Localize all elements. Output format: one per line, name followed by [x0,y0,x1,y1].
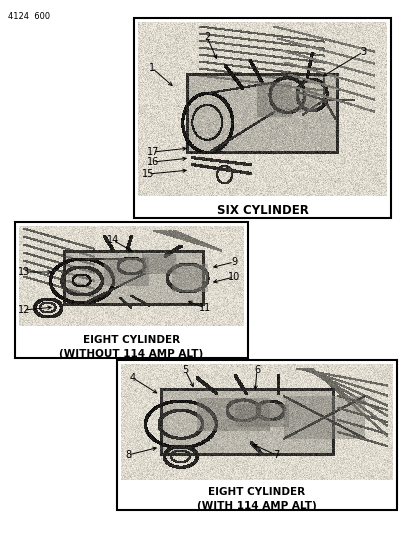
Text: 10: 10 [228,272,240,282]
Text: 13: 13 [18,267,30,277]
Text: 2: 2 [204,32,210,42]
Bar [15,222,248,358]
Bar [134,18,391,218]
Text: 3: 3 [360,47,366,57]
Text: 4124  600: 4124 600 [8,12,50,21]
Text: SIX CYLINDER: SIX CYLINDER [217,204,308,216]
Text: 7: 7 [273,450,279,460]
Text: 14: 14 [107,235,119,245]
Bar [117,360,397,510]
Text: 5: 5 [182,365,188,375]
Text: EIGHT CYLINDER
(WITHOUT 114 AMP ALT): EIGHT CYLINDER (WITHOUT 114 AMP ALT) [60,335,204,359]
Text: 6: 6 [254,365,260,375]
Text: 8: 8 [125,450,131,460]
Text: 12: 12 [18,305,30,315]
Text: 1: 1 [149,63,155,73]
Text: EIGHT CYLINDER
(WITH 114 AMP ALT): EIGHT CYLINDER (WITH 114 AMP ALT) [197,487,317,511]
Text: 16: 16 [147,157,159,167]
Text: 4: 4 [130,373,136,383]
Text: 17: 17 [147,147,159,157]
Text: 15: 15 [142,169,154,179]
Text: 11: 11 [199,303,211,313]
Text: 9: 9 [231,257,237,267]
